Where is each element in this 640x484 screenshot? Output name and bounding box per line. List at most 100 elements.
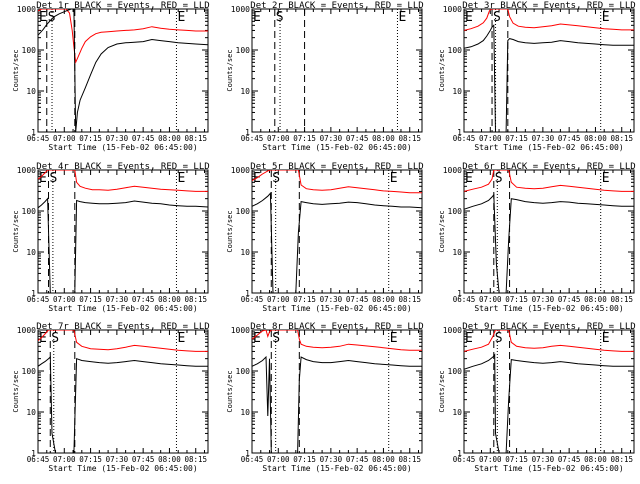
x-tick-label: 07:00 <box>479 455 502 464</box>
x-tick-label: 08:00 <box>584 295 607 304</box>
x-tick-label: 07:00 <box>479 134 502 143</box>
x-tick-label: 08:00 <box>372 134 395 143</box>
series-line-lld <box>38 9 208 65</box>
marker-label-E: E <box>398 10 406 25</box>
x-tick-label: 07:00 <box>53 134 76 143</box>
y-axis-label: Counts/sec <box>226 210 234 252</box>
y-tick-label: 100 <box>236 46 251 55</box>
series-line-events <box>464 353 634 453</box>
panel-title: Det 6r BLACK = Events, RED = LLD <box>462 162 635 172</box>
y-tick-label: 10 <box>452 408 462 417</box>
y-axis-label: Counts/sec <box>226 49 234 91</box>
series-line-events <box>38 355 208 453</box>
y-tick-label: 10 <box>26 87 36 96</box>
x-tick-label: 08:00 <box>584 455 607 464</box>
x-tick-label: 08:15 <box>184 134 207 143</box>
series-line-events <box>464 193 634 293</box>
x-tick-label: 08:00 <box>584 134 607 143</box>
y-tick-label: 1000 <box>231 166 250 175</box>
y-tick-label: 1000 <box>443 326 462 335</box>
marker-label-E: E <box>177 171 185 186</box>
y-tick-label: 1000 <box>231 326 250 335</box>
panel-title: Det 7r BLACK = Events, RED = LLD <box>36 322 209 332</box>
marker-label-S: S <box>276 10 284 25</box>
y-axis-label: Counts/sec <box>438 370 446 412</box>
marker-label-E: E <box>39 171 47 186</box>
x-tick-label: 07:15 <box>505 455 528 464</box>
marker-label-E: E <box>602 10 610 25</box>
x-tick-label: 07:00 <box>267 295 290 304</box>
x-tick-label: 07:00 <box>53 295 76 304</box>
y-tick-label: 100 <box>22 367 37 376</box>
x-tick-label: 07:30 <box>320 134 343 143</box>
y-tick-label: 10 <box>240 87 250 96</box>
x-tick-label: 07:15 <box>79 134 102 143</box>
plot-frame <box>463 329 635 454</box>
x-tick-label: 08:15 <box>184 455 207 464</box>
marker-label-S: S <box>495 171 503 186</box>
x-tick-label: 08:15 <box>398 134 421 143</box>
plot-frame <box>463 8 635 133</box>
detector-panel-7: Det 7r BLACK = Events, RED = LLD 1 10 100 10… <box>12 322 210 473</box>
x-tick-label: 07:15 <box>79 295 102 304</box>
y-tick-label: 100 <box>236 207 251 216</box>
marker-label-E: E <box>39 10 47 25</box>
y-axis-label: Counts/sec <box>12 49 20 91</box>
x-tick-label: 08:15 <box>398 455 421 464</box>
x-tick-label: 07:45 <box>558 134 581 143</box>
x-tick-label: 07:30 <box>106 455 129 464</box>
y-axis-label: Counts/sec <box>12 210 20 252</box>
series-line-lld <box>464 170 634 192</box>
y-tick-label: 100 <box>22 207 37 216</box>
series-group <box>252 330 422 453</box>
y-axis-label: Counts/sec <box>438 210 446 252</box>
series-group <box>252 170 422 293</box>
y-tick-label: 1 <box>31 449 36 458</box>
x-tick-label: 07:15 <box>293 455 316 464</box>
y-tick-label: 100 <box>22 46 37 55</box>
x-tick-label: 06:45 <box>241 134 264 143</box>
series-line-lld <box>38 330 208 352</box>
x-tick-label: 08:15 <box>610 455 633 464</box>
plot-frame <box>251 8 423 133</box>
detector-panel-4: Det 4r BLACK = Events, RED = LLD 1 10 100 10… <box>12 162 210 313</box>
marker-label-S: S <box>51 331 59 346</box>
marker-label-S: S <box>272 331 280 346</box>
y-tick-label: 1 <box>457 289 462 298</box>
y-tick-label: 10 <box>26 248 36 257</box>
x-tick-label: 06:45 <box>27 134 50 143</box>
y-tick-label: 1 <box>245 289 250 298</box>
y-tick-label: 1 <box>457 449 462 458</box>
x-tick-label: 06:45 <box>453 134 476 143</box>
y-axis-label: Counts/sec <box>12 370 20 412</box>
series-line-lld <box>38 170 208 192</box>
x-axis-label: Start Time (15-Feb-02 06:45:00) <box>474 143 623 152</box>
x-tick-label: 08:15 <box>610 134 633 143</box>
y-tick-label: 1 <box>31 128 36 137</box>
series-line-lld <box>252 330 422 351</box>
x-tick-label: 07:45 <box>132 134 155 143</box>
marker-label-E: E <box>465 171 473 186</box>
x-tick-label: 08:00 <box>158 455 181 464</box>
detector-panel-3: Det 3r BLACK = Events, RED = LLD 1 10 100 10… <box>438 1 636 152</box>
y-tick-label: 1 <box>457 128 462 137</box>
x-tick-label: 07:15 <box>293 295 316 304</box>
marker-label-E: E <box>465 331 473 346</box>
series-group <box>464 170 634 293</box>
y-tick-label: 100 <box>448 46 463 55</box>
x-axis-label: Start Time (15-Feb-02 06:45:00) <box>48 143 197 152</box>
x-tick-label: 07:30 <box>106 295 129 304</box>
y-tick-label: 1000 <box>17 326 36 335</box>
x-tick-label: 07:00 <box>479 295 502 304</box>
marker-label-E: E <box>253 171 261 186</box>
y-tick-label: 10 <box>240 248 250 257</box>
series-group <box>38 330 208 453</box>
detector-panel-2: Det 2r BLACK = Events, RED = LLD 1 10 100 10… <box>226 1 424 152</box>
y-tick-label: 1000 <box>443 5 462 14</box>
panel-title: Det 2r BLACK = Events, RED = LLD <box>250 1 423 11</box>
x-tick-label: 07:30 <box>106 134 129 143</box>
marker-label-S: S <box>495 331 503 346</box>
x-tick-label: 07:30 <box>532 134 555 143</box>
y-tick-label: 100 <box>448 367 463 376</box>
